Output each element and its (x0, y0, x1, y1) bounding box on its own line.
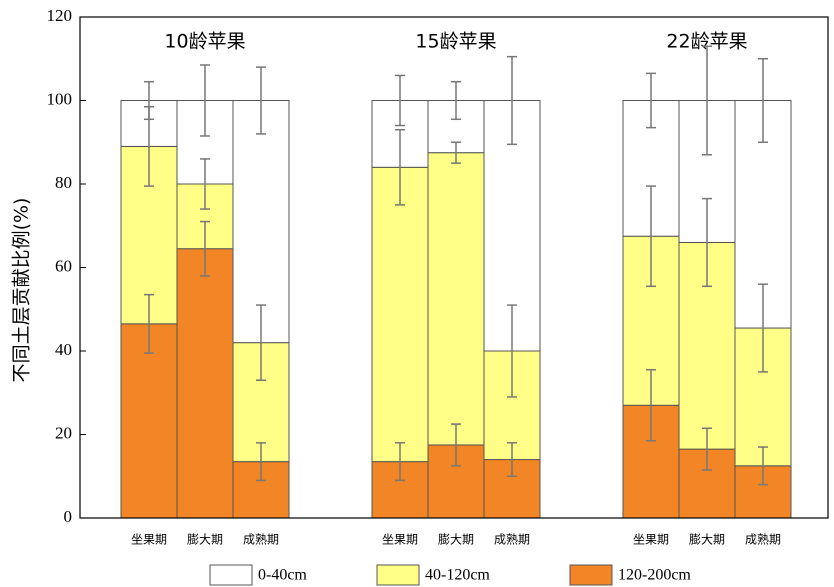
x-tick-label: 成熟期 (494, 532, 530, 547)
y-axis-label: 不同土层贡献比例(%) (11, 198, 33, 383)
bar-segment (176, 248, 234, 519)
x-tick-label: 成熟期 (243, 532, 279, 547)
error-bar (144, 80, 154, 121)
legend-label: 40-120cm (425, 567, 490, 584)
plot-frame (79, 16, 829, 519)
error-bar (507, 55, 517, 146)
x-tick-label: 坐果期 (131, 533, 167, 547)
legend-swatch (376, 564, 420, 586)
error-bar (646, 72, 656, 129)
error-bar (256, 66, 266, 135)
bar-segment (371, 166, 429, 463)
y-tick-label: 40 (55, 340, 72, 359)
error-bar (256, 442, 266, 482)
error-bar (451, 423, 461, 467)
error-bar (200, 158, 210, 210)
x-tick-label: 坐果期 (382, 533, 418, 547)
x-tick-label: 坐果期 (633, 533, 669, 547)
x-tick-label: 膨大期 (187, 533, 223, 547)
error-bar (451, 80, 461, 121)
bar-segment (232, 100, 290, 344)
bar-segment (427, 152, 485, 446)
error-bar (395, 442, 405, 482)
error-bar (758, 446, 768, 486)
y-tick-label: 0 (64, 507, 73, 526)
y-tick-label: 20 (55, 423, 72, 442)
legend-swatch (569, 564, 613, 586)
error-bar (702, 197, 712, 288)
y-tick-label: 80 (55, 173, 72, 192)
error-bar (646, 369, 656, 442)
error-bar (200, 64, 210, 137)
group-title: 15龄苹果 (415, 31, 496, 53)
error-bar (395, 128, 405, 206)
error-bar (702, 45, 712, 156)
error-bar (200, 220, 210, 277)
group-title: 22龄苹果 (666, 31, 747, 53)
error-bar (395, 74, 405, 127)
error-bar (256, 304, 266, 381)
y-tick-label: 120 (47, 6, 73, 25)
x-tick-label: 膨大期 (438, 533, 474, 547)
error-bar (507, 304, 517, 398)
error-bar (758, 283, 768, 373)
error-bar (507, 442, 517, 477)
legend-swatch (209, 564, 253, 586)
y-tick-label: 60 (55, 256, 72, 275)
legend-label: 0-40cm (258, 567, 307, 584)
error-bar (144, 293, 154, 354)
group-title: 10龄苹果 (164, 31, 245, 53)
y-tick-label: 100 (47, 89, 73, 108)
error-bar (702, 427, 712, 471)
legend-label: 120-200cm (618, 567, 691, 584)
error-bar (758, 58, 768, 143)
x-tick-label: 成熟期 (745, 532, 781, 547)
x-tick-label: 膨大期 (689, 533, 725, 547)
error-bar (646, 185, 656, 288)
error-bar (451, 141, 461, 164)
